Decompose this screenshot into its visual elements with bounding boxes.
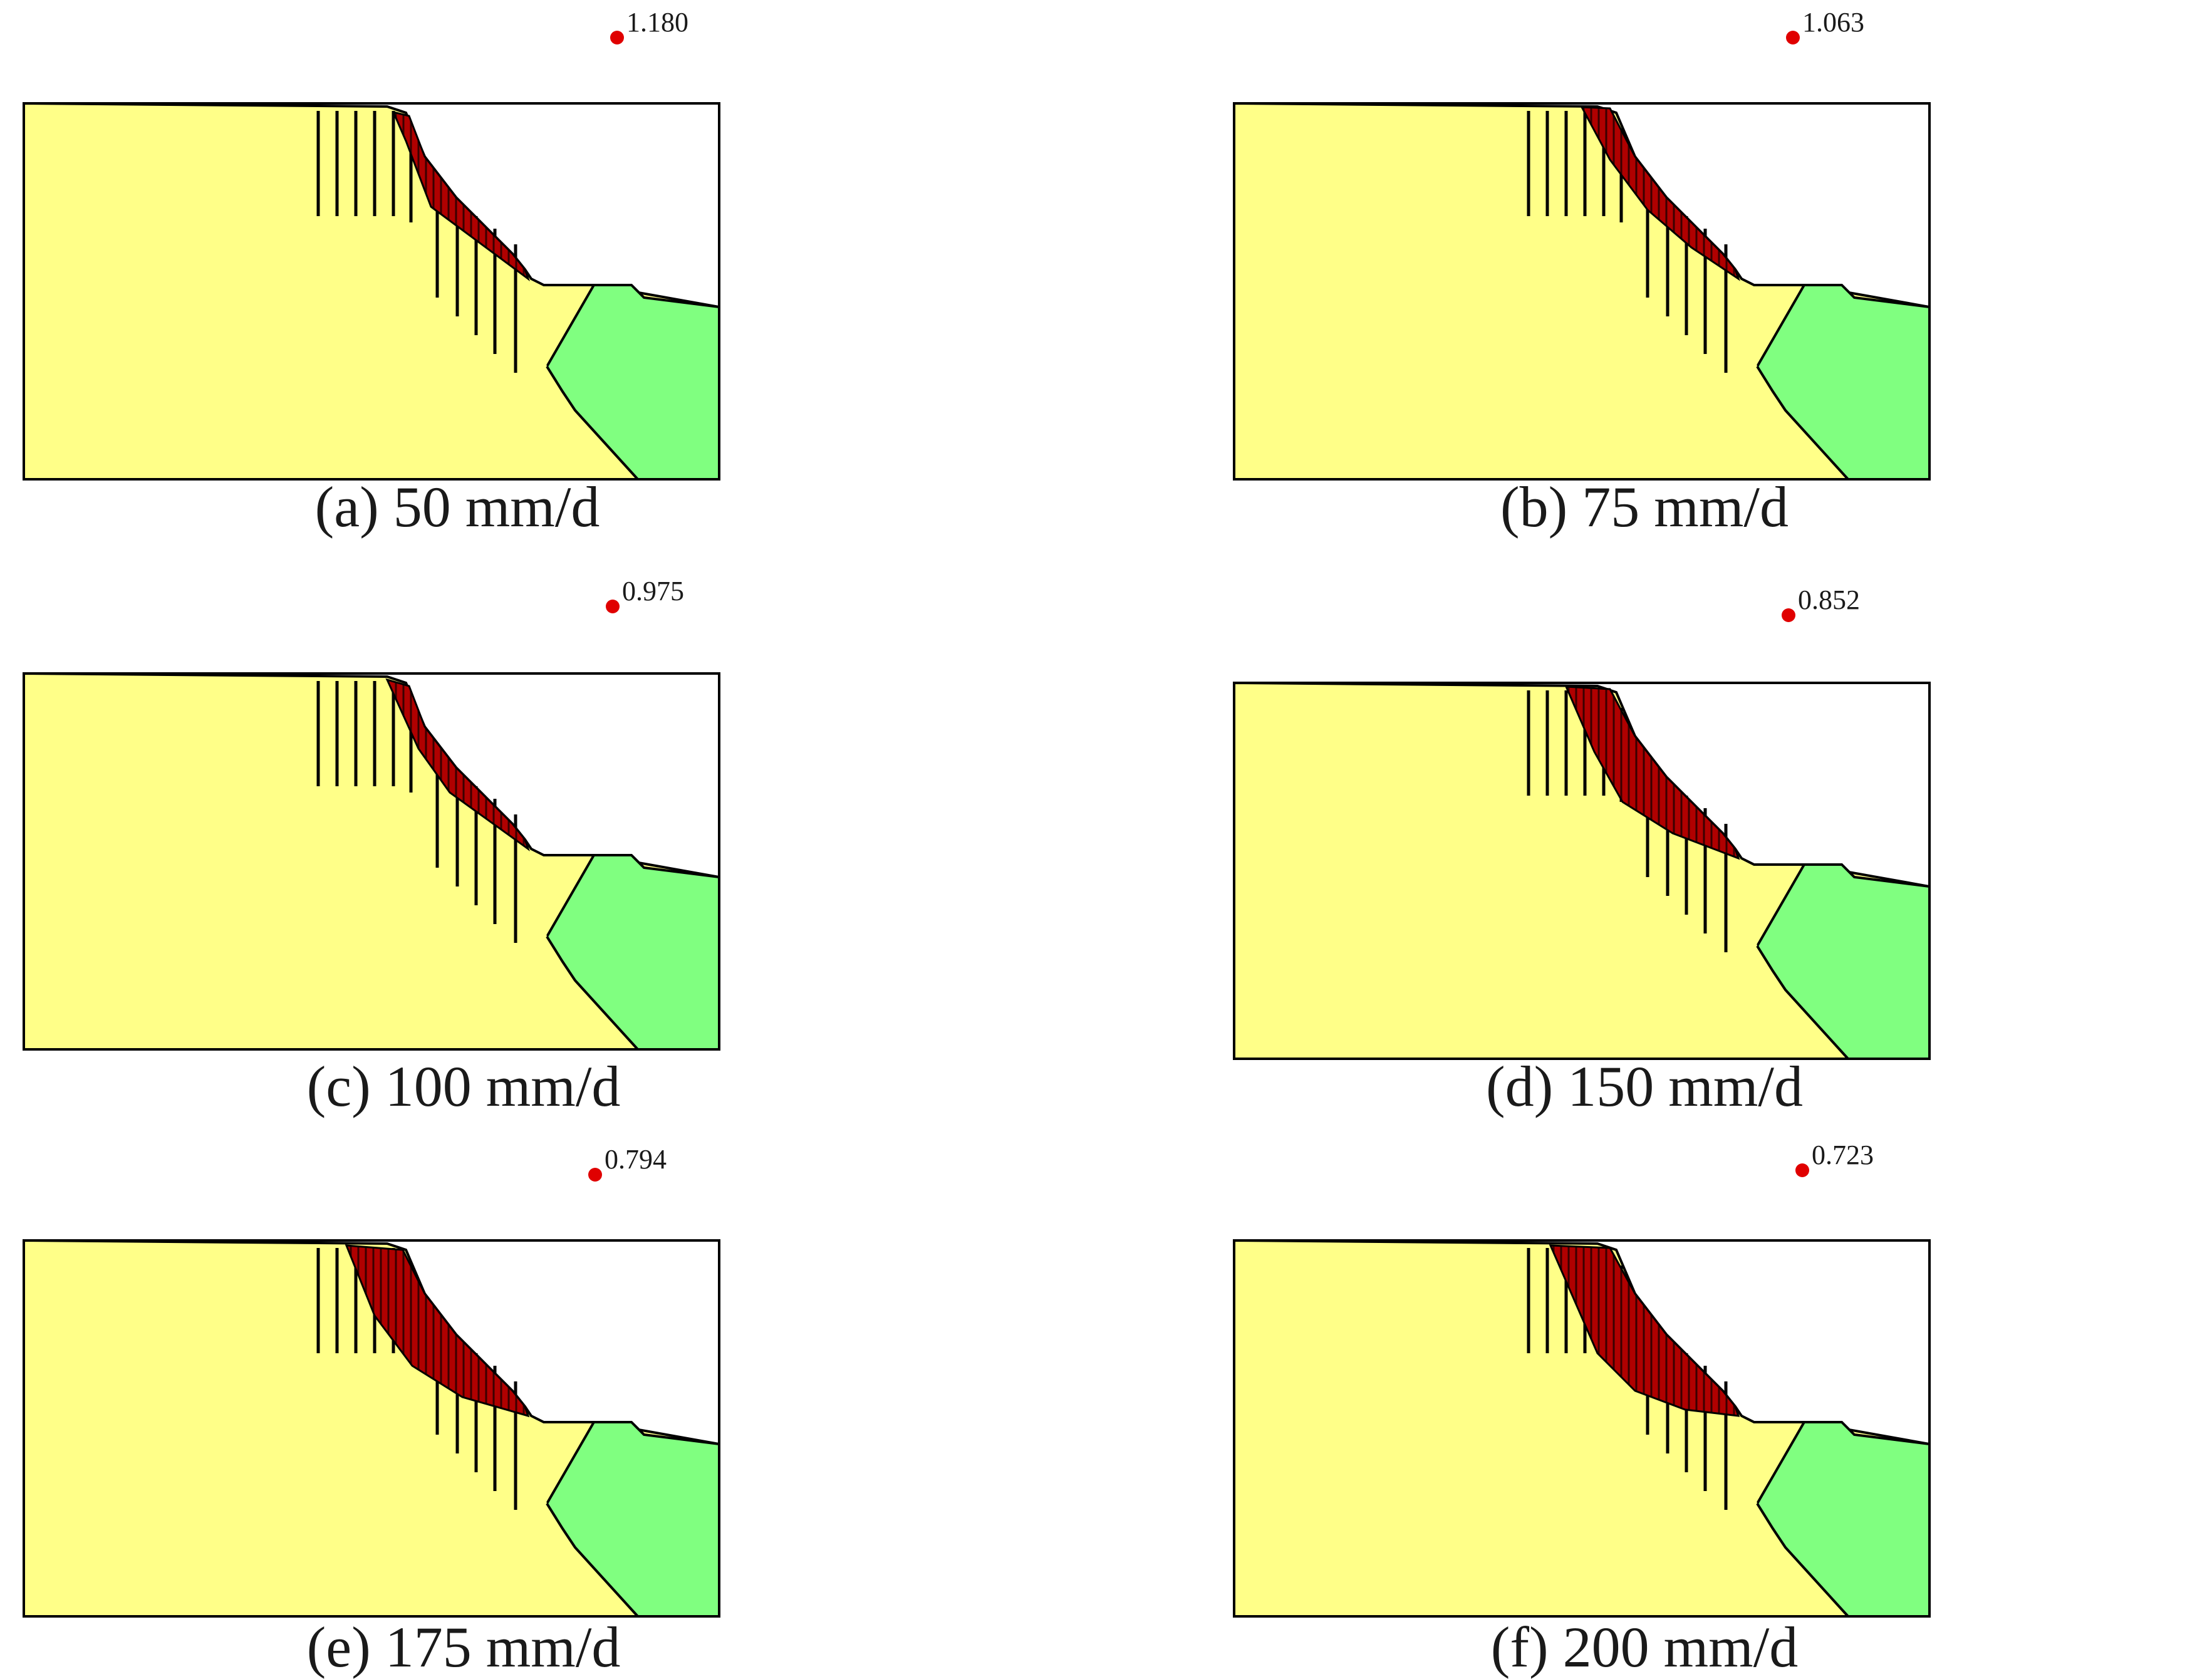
slip-center-b	[1786, 31, 1800, 44]
caption-a: (a) 50 mm/d	[315, 475, 600, 539]
safety-factor-d: 0.852	[1798, 585, 1860, 615]
slip-center-e	[588, 1168, 602, 1182]
safety-factor-a: 1.180	[626, 7, 688, 38]
slip-center-c	[606, 600, 620, 613]
panel-c	[24, 673, 719, 1049]
safety-factor-c: 0.975	[622, 576, 684, 606]
panel-a	[24, 103, 719, 479]
sliding-mass-d	[1564, 685, 1740, 860]
panel-f	[1234, 1240, 1929, 1616]
sliding-mass-c	[385, 678, 530, 851]
sliding-mass-f	[1549, 1244, 1740, 1417]
panel-d	[1234, 683, 1929, 1059]
sliding-mass-b	[1580, 106, 1740, 281]
caption-e: (e) 175 mm/d	[307, 1615, 621, 1679]
safety-factor-b: 1.063	[1802, 7, 1864, 38]
slip-center-a	[610, 31, 624, 44]
caption-f: (f) 200 mm/d	[1491, 1615, 1799, 1679]
caption-d: (d) 150 mm/d	[1486, 1054, 1803, 1118]
caption-b: (b) 75 mm/d	[1500, 475, 1789, 539]
panel-b	[1234, 103, 1929, 479]
safety-factor-f: 0.723	[1812, 1140, 1874, 1170]
caption-c: (c) 100 mm/d	[307, 1054, 621, 1118]
sliding-mass-e	[345, 1244, 530, 1418]
sliding-mass-a	[392, 110, 530, 282]
panel-e	[24, 1240, 719, 1616]
slip-center-d	[1782, 608, 1795, 622]
slip-center-f	[1795, 1163, 1809, 1177]
safety-factor-e: 0.794	[605, 1144, 667, 1175]
